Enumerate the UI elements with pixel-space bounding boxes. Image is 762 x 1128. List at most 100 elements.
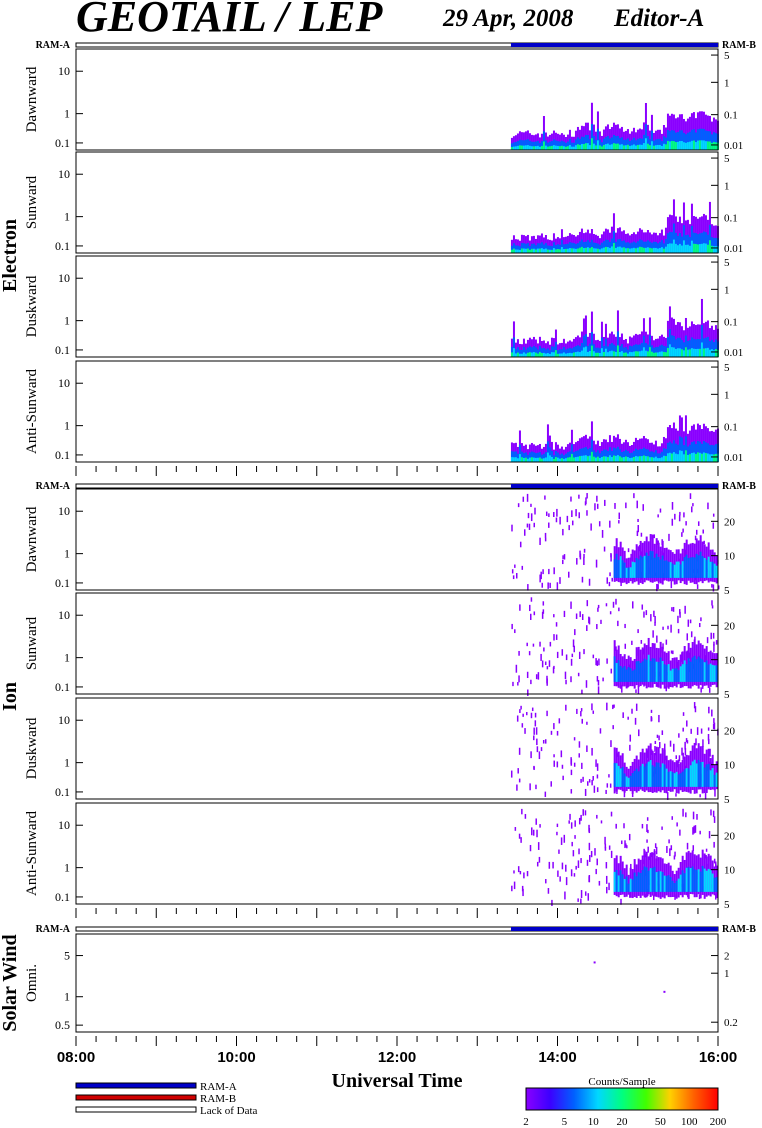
heat-cell: [620, 451, 623, 462]
heat-cell: [588, 343, 591, 357]
heat-cell: [635, 703, 638, 711]
heat-cell: [550, 346, 553, 357]
heat-cell: [663, 560, 666, 578]
heat-cell: [578, 651, 581, 659]
heat-cell: [629, 878, 632, 892]
heat-cell: [598, 880, 601, 886]
heat-cell: [714, 788, 716, 797]
heat-cell: [633, 562, 636, 578]
heat-cell: [618, 138, 621, 150]
heat-cell: [575, 865, 577, 870]
heat-cell: [620, 579, 622, 587]
heat-cell: [623, 878, 626, 892]
heat-cell: [588, 779, 591, 783]
heat-cell: [674, 243, 677, 253]
heat-cell: [514, 827, 517, 831]
heat-cell: [712, 342, 715, 357]
heat-cell: [697, 555, 700, 578]
heat-cell: [713, 665, 716, 682]
heat-cell: [584, 501, 587, 506]
heat-cell: [540, 653, 542, 661]
heat-cell: [590, 850, 593, 858]
spectrogram-cells: [511, 597, 719, 696]
heat-cell: [701, 659, 704, 682]
heat-cell: [686, 132, 689, 150]
heat-cell: [611, 577, 613, 582]
heat-cell: [524, 813, 527, 819]
heat-cell: [576, 248, 579, 253]
heat-cell: [713, 774, 716, 787]
heat-cell: [689, 557, 692, 578]
heat-cell: [693, 702, 696, 709]
heat-cell: [664, 456, 667, 462]
heat-cell: [709, 870, 712, 892]
heat-cell: [614, 143, 617, 150]
heat-cell: [573, 762, 576, 767]
heat-cell: [541, 582, 544, 588]
panel-label-dawnward: Dawnward: [24, 506, 40, 572]
heat-cell: [540, 458, 543, 462]
heat-cell: [548, 141, 551, 150]
heat-cell: [512, 575, 515, 580]
heat-cell: [560, 247, 563, 253]
x-tick-label: 10:00: [217, 1049, 255, 1066]
heat-cell: [556, 350, 559, 357]
heat-cell: [629, 567, 632, 578]
heat-cell: [568, 457, 571, 462]
heat-cell: [630, 145, 633, 150]
heat-cell: [613, 871, 616, 892]
heat-cell: [638, 344, 641, 357]
heat-cell: [526, 139, 529, 150]
heat-cell: [596, 243, 599, 253]
heat-cell: [622, 352, 625, 357]
heat-cell: [592, 351, 595, 357]
heat-cell: [558, 458, 561, 462]
heat-cell: [682, 454, 685, 462]
left-tick-label: 1: [64, 547, 70, 561]
heat-cell: [631, 561, 634, 578]
heat-cell: [535, 818, 537, 825]
heat-cell: [650, 614, 652, 622]
panel-frame: [75, 802, 719, 905]
heat-cell: [640, 240, 643, 253]
group-label-solar-wind: Solar Wind: [0, 934, 21, 1031]
heat-cell: [580, 343, 583, 357]
heat-cell: [532, 829, 535, 836]
heat-cell: [524, 139, 527, 150]
heat-cell: [674, 232, 677, 253]
heat-cell: [714, 349, 717, 357]
heat-cell: [580, 711, 582, 717]
right-tick-label: 0.1: [724, 213, 738, 225]
heat-cell: [630, 553, 632, 561]
right-tick-label: 20: [724, 725, 736, 737]
heat-cell: [618, 449, 621, 462]
heat-cell: [556, 141, 559, 150]
heat-cell: [511, 569, 514, 574]
heat-cell: [612, 447, 615, 462]
heat-cell: [707, 733, 710, 741]
heat-cell: [613, 656, 616, 682]
heat-cell: [596, 450, 599, 462]
heat-cell: [712, 522, 715, 529]
heat-cell: [712, 141, 715, 150]
heat-cell: [584, 346, 587, 357]
heat-cell: [696, 813, 698, 820]
heat-cell: [659, 742, 661, 749]
heat-cell: [673, 564, 676, 578]
heat-cell: [625, 843, 627, 847]
heat-cell: [530, 503, 532, 507]
heat-cell: [673, 855, 676, 860]
heat-cell: [705, 660, 708, 682]
heat-cell: [615, 869, 618, 892]
heat-cell: [562, 244, 565, 253]
heat-cell: [586, 510, 588, 516]
heat-cell: [708, 240, 711, 253]
heat-cell: [644, 448, 647, 462]
heat-cell: [544, 457, 547, 462]
heat-cell: [572, 452, 575, 462]
heat-cell: [689, 868, 692, 892]
heat-cell: [710, 444, 713, 462]
heat-cell: [574, 352, 577, 357]
heat-cell: [556, 244, 559, 253]
heat-cell: [670, 335, 673, 357]
